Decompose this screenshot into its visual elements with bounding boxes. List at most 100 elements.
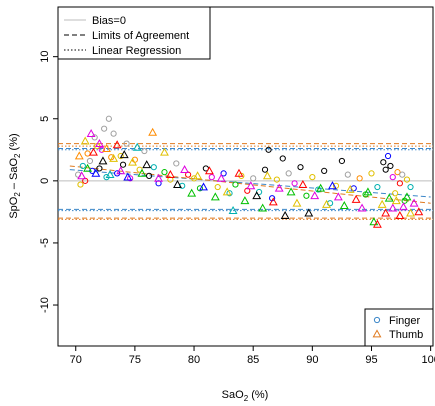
legend-marker-1	[372, 329, 382, 338]
finger-point-58	[338, 157, 346, 165]
y-tick-label-10: 10	[39, 51, 51, 63]
y-axis-label: SpO2 – SaO2 (%)	[8, 133, 22, 218]
thumb-point-23	[165, 170, 175, 179]
finger-point-17	[117, 152, 124, 160]
thumb-point-3	[83, 163, 93, 172]
finger-point-69	[389, 174, 396, 181]
thumb-point-49	[322, 199, 331, 208]
thumb-point-22	[160, 147, 169, 156]
thumb-point-32	[222, 187, 232, 196]
finger-point-44	[261, 166, 269, 173]
thumb-point-24	[173, 179, 182, 188]
thumb-point-63	[391, 196, 401, 205]
finger-point-33	[196, 185, 204, 192]
finger-point-75	[403, 176, 411, 183]
finger-point-4	[84, 150, 91, 157]
y-tick-label--5: -5	[39, 238, 51, 248]
thumb-point-14	[119, 150, 129, 159]
finger-point-64	[374, 183, 381, 191]
finger-point-26	[155, 180, 162, 187]
finger-point-13	[105, 115, 112, 122]
legend-markers: Finger Thumb	[364, 308, 434, 347]
y-tick-label-5: 5	[39, 116, 51, 122]
thumb-point-47	[310, 191, 320, 200]
legend-lines-frame	[57, 6, 211, 60]
finger-point-9	[96, 165, 103, 172]
thumb-point-55	[357, 203, 367, 212]
finger-point-24	[145, 172, 153, 179]
finger-point-2	[79, 162, 86, 170]
finger-point-67	[384, 152, 392, 160]
finger-point-35	[208, 174, 215, 181]
thumb-point-15	[123, 172, 133, 181]
thumb-point-21	[154, 173, 164, 182]
thumb-point-60	[381, 208, 391, 217]
y-tick-label--10: -10	[39, 297, 51, 313]
finger-point-19	[123, 140, 130, 147]
thumb-point-25	[180, 165, 190, 174]
thumb-point-6	[91, 168, 101, 177]
thumb-point-64	[395, 210, 405, 219]
y-tick-label-0: 0	[39, 178, 51, 184]
thumb-point-52	[339, 201, 349, 210]
finger-point-66	[382, 166, 389, 173]
finger-point-51	[297, 164, 304, 171]
finger-point-1	[77, 181, 84, 188]
thumb-point-34	[234, 168, 244, 177]
regression-line-thumb	[69, 165, 431, 204]
thumb-point-10	[105, 170, 115, 179]
legend-marker-0	[373, 316, 381, 324]
finger-point-29	[173, 160, 180, 167]
finger-point-63	[368, 170, 375, 177]
thumb-point-29	[204, 166, 214, 175]
thumb-point-50	[327, 181, 337, 190]
thumb-point-67	[406, 208, 415, 217]
thumb-point-57	[369, 217, 379, 226]
legend-entry-label-0: Bias=0	[92, 15, 126, 27]
finger-point-36	[214, 183, 221, 191]
thumb-point-8	[98, 156, 108, 165]
thumb-point-40	[268, 197, 278, 206]
finger-point-52	[303, 192, 310, 199]
thumb-point-56	[363, 187, 373, 196]
finger-point-61	[356, 175, 363, 182]
finger-point-73	[399, 171, 406, 178]
thumb-point-1	[77, 171, 87, 180]
x-tick-label-75: 75	[129, 354, 141, 366]
x-tick-label-100: 100	[421, 354, 435, 366]
y-axis: -10 -5 0 5 10	[39, 51, 58, 313]
legend-entry-label-2: Linear Regression	[92, 45, 181, 57]
thumb-point-58	[372, 219, 382, 228]
data-points	[74, 115, 424, 228]
thumb-point-39	[262, 171, 272, 180]
thumb-point-20	[148, 127, 158, 136]
finger-point-55	[321, 167, 328, 175]
finger-point-27	[161, 169, 168, 176]
legend-marker-label-0: Finger	[389, 315, 421, 327]
thumb-point-4	[86, 129, 96, 138]
finger-point-23	[141, 147, 148, 155]
thumb-point-51	[333, 192, 343, 201]
reference-lines	[58, 143, 433, 220]
thumb-point-48	[316, 183, 326, 192]
thumb-point-38	[258, 203, 268, 212]
thumb-point-37	[252, 191, 262, 200]
finger-point-72	[396, 180, 403, 187]
finger-point-76	[407, 183, 414, 191]
thumb-point-69	[414, 207, 424, 216]
thumb-point-42	[280, 210, 290, 219]
thumb-point-44	[292, 198, 302, 207]
thumb-point-16	[128, 157, 137, 166]
thumb-point-31	[216, 173, 226, 182]
x-tick-label-80: 80	[188, 354, 200, 366]
x-tick-label-95: 95	[365, 354, 377, 366]
thumb-point-11	[109, 153, 119, 162]
thumb-point-27	[193, 171, 203, 180]
legend-lines: Bias=0 Limits of Agreement Linear Regressi…	[57, 6, 211, 60]
thumb-point-61	[384, 193, 394, 202]
thumb-point-41	[274, 183, 284, 192]
thumb-point-66	[402, 192, 412, 201]
finger-point-28	[167, 176, 174, 183]
finger-point-42	[250, 175, 257, 182]
finger-point-39	[232, 181, 239, 188]
